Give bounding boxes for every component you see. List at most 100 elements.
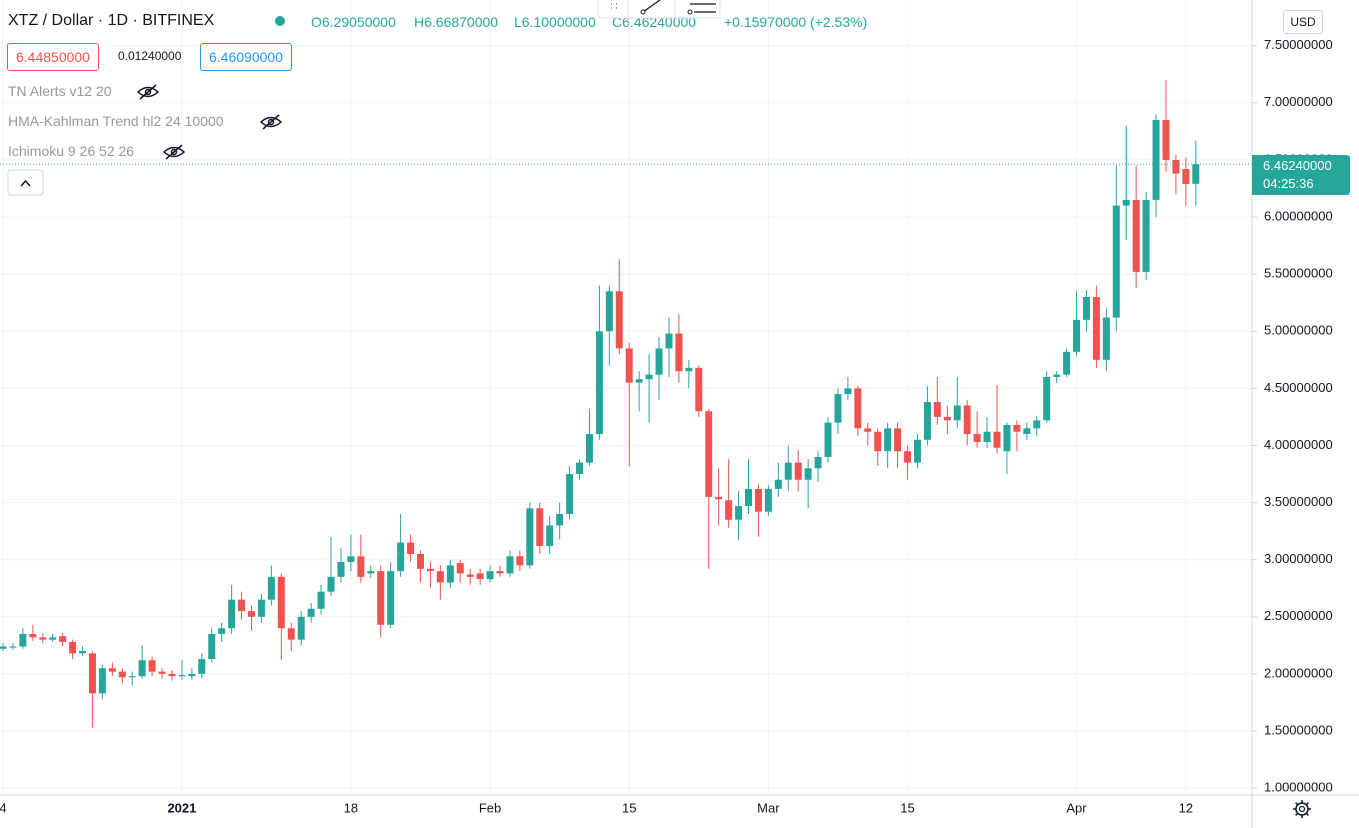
- candle-body: [973, 434, 981, 443]
- gear-hub: [1298, 805, 1306, 813]
- ohlc-open: O6.29050000: [311, 14, 396, 30]
- candle-body: [585, 434, 593, 463]
- candle-body: [118, 671, 126, 678]
- lines-icon[interactable]: [690, 3, 716, 13]
- candle-body: [526, 508, 534, 566]
- floating-toolbar[interactable]: [597, 0, 721, 19]
- candle-body: [138, 660, 146, 677]
- candle-body: [1013, 424, 1021, 432]
- candle-body: [1122, 199, 1130, 206]
- candle-body: [307, 608, 315, 617]
- candle-body: [844, 388, 852, 395]
- lines-dot: [687, 9, 693, 15]
- indicator-label[interactable]: Ichimoku 9 26 52 26: [8, 143, 135, 159]
- currency-button[interactable]: USD: [1283, 10, 1323, 34]
- candle-body: [1192, 164, 1200, 184]
- candle-body: [536, 508, 544, 546]
- eye-icons: [136, 84, 283, 160]
- gear-teeth: [1293, 800, 1311, 818]
- candle-body: [754, 488, 762, 512]
- y-tick-label: 3.50000000: [1264, 494, 1333, 509]
- eye-icon[interactable]: [162, 144, 186, 160]
- candle-body: [397, 542, 405, 572]
- settings-icon[interactable]: [1293, 800, 1311, 818]
- candle-body: [79, 651, 87, 654]
- candle-body: [1112, 205, 1120, 318]
- drag-handle: [611, 3, 617, 9]
- candle-body: [218, 628, 226, 634]
- candle-body: [287, 628, 295, 640]
- trend-line-dot: [640, 9, 646, 15]
- eye-shape: [259, 114, 283, 130]
- candle-body: [933, 402, 941, 417]
- candle-body: [963, 405, 971, 435]
- candle-body: [248, 611, 255, 617]
- candle-body: [228, 599, 236, 629]
- candle-body: [486, 571, 494, 580]
- candle-body: [357, 556, 365, 577]
- candle-body: [0, 646, 7, 649]
- candle-body: [625, 348, 633, 383]
- candle-body: [1023, 428, 1031, 435]
- sell-button[interactable]: 6.44850000: [7, 43, 99, 71]
- candle-body: [854, 388, 862, 429]
- countdown: 04:25:36: [1263, 176, 1314, 192]
- candle-body: [436, 571, 444, 583]
- candle-body: [725, 500, 733, 520]
- candle-body: [19, 633, 27, 647]
- candle-body: [69, 641, 77, 654]
- candle-body: [1142, 199, 1150, 272]
- indicator-label[interactable]: TN Alerts v12 20: [8, 83, 112, 99]
- candle-body: [208, 633, 216, 660]
- candle-body: [59, 636, 67, 642]
- candle-body: [49, 637, 57, 640]
- candle-body: [1003, 424, 1011, 452]
- candle-body: [148, 660, 156, 672]
- candle-body: [764, 488, 772, 512]
- trend-line-icon[interactable]: [642, 0, 661, 13]
- candle-body: [1033, 420, 1041, 429]
- x-tick-label: 18: [344, 800, 358, 815]
- eye-icon[interactable]: [136, 84, 160, 100]
- y-tick-label: 1.50000000: [1264, 722, 1333, 737]
- candle-body: [506, 556, 514, 574]
- candle-body: [476, 573, 484, 580]
- y-tick-label: 7.50000000: [1264, 37, 1333, 52]
- candle-body: [496, 571, 504, 574]
- eye-pupil: [170, 148, 178, 156]
- eye-shape: [136, 84, 160, 100]
- y-tick-label: 1.00000000: [1264, 780, 1333, 795]
- indicator-label[interactable]: HMA-Kahlman Trend hl2 24 10000: [8, 113, 224, 129]
- candle-body: [675, 333, 683, 372]
- buy-button[interactable]: 6.46090000: [200, 43, 292, 71]
- eye-pupil: [144, 88, 152, 96]
- x-tick-label: 4: [0, 800, 7, 815]
- ohlc-change: +0.15970000 (+2.53%): [724, 14, 868, 30]
- candle-body: [923, 402, 931, 440]
- candle-body: [735, 506, 743, 520]
- x-tick-label: 12: [1179, 800, 1193, 815]
- candle-body: [446, 565, 454, 583]
- last-price-label: 6.46240000 04:25:36: [1252, 155, 1350, 196]
- candle-body: [88, 653, 96, 694]
- gear-ring: [1295, 802, 1309, 816]
- symbol-title: XTZ / Dollar · 1D · BITFINEX: [8, 12, 215, 29]
- candle-body: [1043, 376, 1051, 421]
- candle-body: [943, 416, 951, 421]
- candle-body: [645, 374, 653, 380]
- candle-body: [894, 428, 902, 452]
- candle-body: [516, 556, 524, 566]
- candle-body: [904, 451, 912, 463]
- candle-body: [367, 571, 375, 574]
- candle-body: [556, 514, 564, 526]
- candle-body: [576, 462, 584, 475]
- x-tick-label: 15: [900, 800, 914, 815]
- ohlc-low: L6.10000000: [514, 14, 596, 30]
- eye-icon[interactable]: [259, 114, 283, 130]
- candle-body: [804, 468, 812, 480]
- candle-body: [884, 428, 892, 452]
- candle-body: [814, 456, 822, 469]
- collapse-button[interactable]: [7, 169, 44, 196]
